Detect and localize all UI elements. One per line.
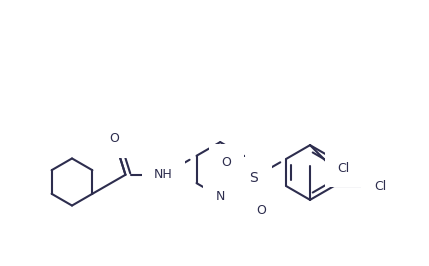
- Text: O: O: [256, 203, 266, 217]
- Text: S: S: [249, 171, 258, 185]
- Text: N: N: [215, 190, 225, 203]
- Text: O: O: [109, 132, 119, 145]
- Text: NH: NH: [154, 168, 173, 181]
- Text: O: O: [222, 156, 232, 169]
- Text: Cl: Cl: [337, 162, 349, 175]
- Text: Cl: Cl: [374, 180, 386, 193]
